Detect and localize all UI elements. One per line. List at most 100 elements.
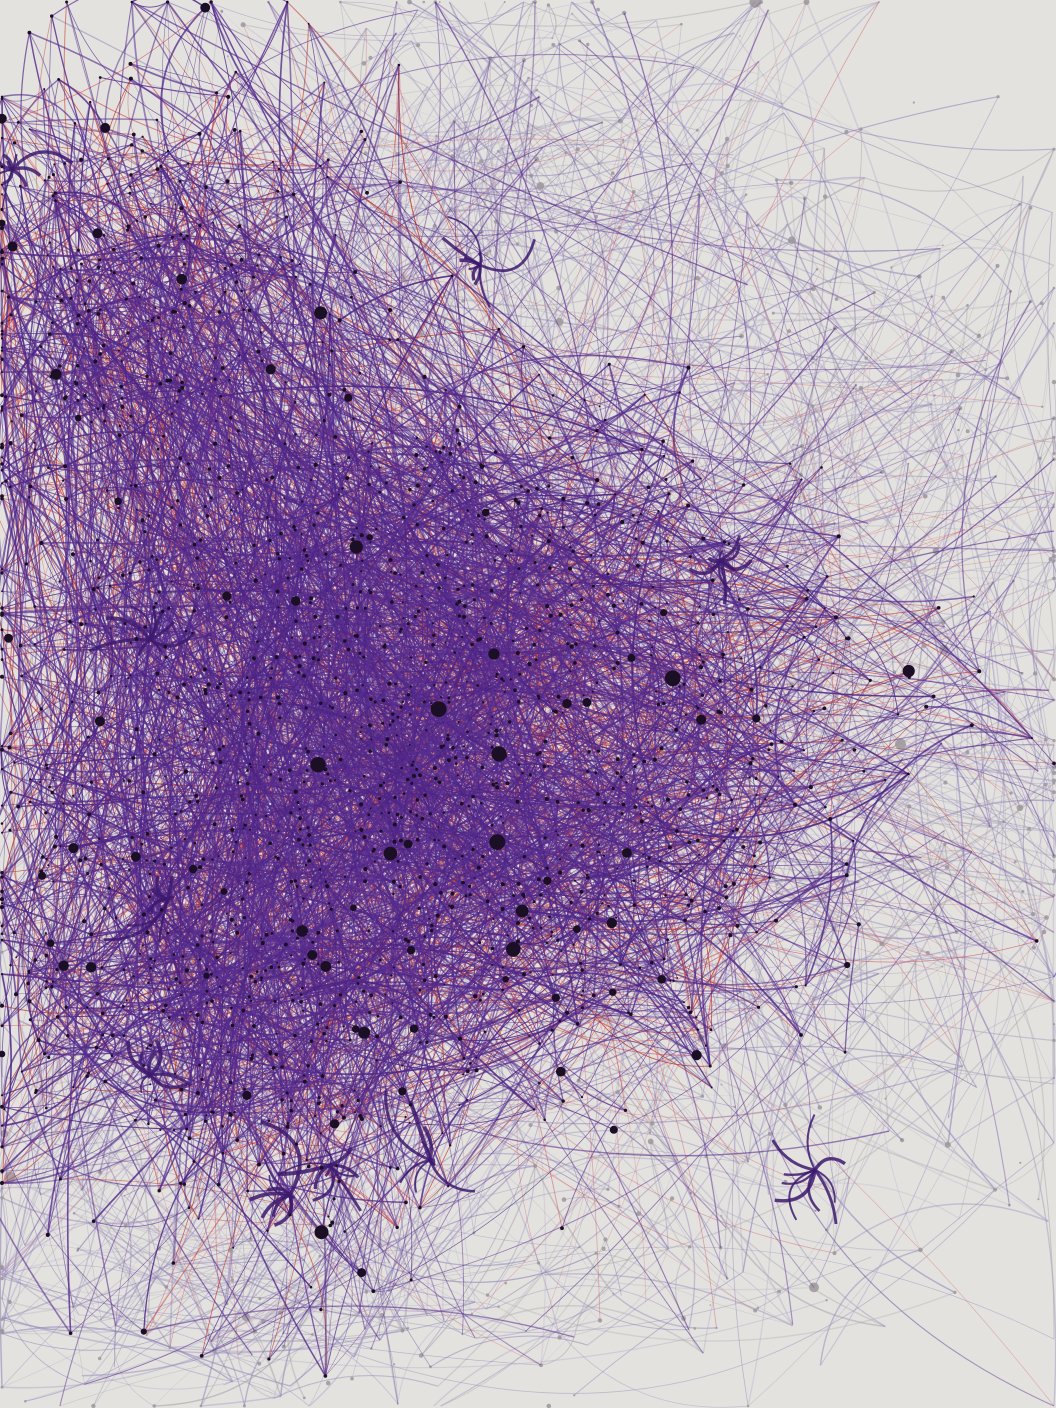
faded-edge	[595, 1253, 793, 1325]
faded-node	[368, 55, 373, 60]
faded-node	[586, 42, 590, 47]
faded-edge	[860, 128, 1031, 302]
faded-node	[766, 373, 769, 376]
faded-edge	[903, 789, 1004, 823]
faded-edge	[17, 240, 673, 807]
faded-edge	[946, 398, 1020, 485]
faded-edge	[430, 1335, 588, 1368]
faded-node	[497, 1305, 500, 1308]
faded-edge	[598, 153, 734, 165]
faded-node	[535, 88, 539, 92]
faded-edge	[394, 728, 593, 1285]
faded-node	[810, 404, 815, 408]
faded-node	[1002, 820, 1006, 824]
faded-node	[1021, 890, 1025, 893]
faded-edge	[73, 1212, 281, 1314]
faded-node	[744, 193, 748, 196]
faded-edge	[849, 453, 1035, 540]
faded-node	[955, 372, 961, 378]
faded-edge	[743, 984, 812, 1127]
faded-edge	[527, 1, 593, 17]
faded-edge	[959, 1057, 978, 1088]
faded-edge	[1, 1123, 872, 1333]
faded-node	[578, 1246, 581, 1249]
faded-edge	[946, 800, 1055, 862]
faded-node	[0, 950, 4, 954]
faded-edge	[908, 550, 1055, 742]
faded-node	[164, 1285, 169, 1289]
faded-edge	[209, 71, 391, 201]
faded-edge	[363, 96, 403, 310]
faded-edge	[1028, 558, 1055, 701]
faded-edge	[795, 328, 856, 493]
faded-edge	[452, 120, 621, 161]
faded-edge	[559, 190, 734, 323]
faded-node	[1040, 301, 1044, 306]
faded-edge	[935, 362, 1009, 552]
faded-edge	[1053, 437, 1056, 508]
faded-edge	[78, 1314, 310, 1407]
faded-edge	[733, 177, 865, 191]
faded-edge	[534, 1, 597, 217]
faded-node	[529, 173, 534, 178]
faded-node	[739, 35, 741, 37]
faded-edge	[903, 699, 1055, 791]
faded-node	[477, 162, 480, 165]
faded-edge	[805, 616, 1049, 691]
faded-edge	[722, 1, 756, 140]
faded-edge	[81, 1301, 325, 1377]
faded-node	[848, 1176, 851, 1179]
faded-node	[1043, 782, 1048, 787]
faded-edge	[777, 525, 965, 531]
faded-edge	[679, 1, 762, 183]
faded-node	[464, 121, 467, 124]
faded-edge	[12, 1090, 111, 1274]
faded-edge	[475, 1301, 527, 1332]
faded-edge	[1053, 1023, 1056, 1079]
faded-edge	[828, 1021, 865, 1194]
faded-edge	[675, 1246, 691, 1330]
faded-edge	[767, 925, 929, 954]
faded-node	[54, 1143, 57, 1146]
faded-edge	[985, 673, 1023, 759]
faded-edge	[540, 32, 735, 187]
faded-edge	[544, 976, 1055, 1276]
faded-node	[632, 189, 636, 194]
faded-edge	[489, 105, 532, 129]
faded-node	[1016, 804, 1024, 811]
faded-edge	[1, 1274, 255, 1333]
faded-edge	[902, 758, 948, 868]
faded-edge	[425, 77, 530, 134]
faded-node	[435, 134, 438, 137]
faded-edge	[551, 982, 625, 1111]
faded-node	[912, 101, 915, 104]
faded-node	[302, 1396, 306, 1400]
faded-edge	[1037, 418, 1055, 548]
faded-edge	[483, 166, 698, 279]
faded-edge	[885, 203, 1021, 386]
faded-node	[787, 329, 792, 334]
faded-node	[774, 178, 779, 182]
faded-edge	[25, 1276, 222, 1402]
faded-edge	[872, 148, 1055, 307]
faded-edge	[462, 1305, 704, 1354]
faded-edge	[29, 266, 85, 1385]
faded-edge	[813, 956, 1055, 1000]
faded-edge	[395, 23, 580, 41]
faded-edge	[125, 1189, 231, 1252]
faded-edge	[612, 1293, 717, 1330]
faded-node	[485, 1293, 490, 1297]
faded-edge	[125, 1022, 962, 1125]
faded-edge	[1052, 831, 1055, 1084]
faded-node	[557, 1335, 562, 1340]
faded-node	[884, 1097, 887, 1100]
faded-edge	[908, 806, 1055, 933]
faded-node	[401, 1328, 405, 1331]
faded-node	[815, 268, 819, 271]
faded-edge	[761, 405, 821, 593]
faded-edge	[427, 86, 615, 230]
faded-edge	[101, 1153, 151, 1195]
faded-edge	[884, 320, 968, 432]
faded-edge	[947, 1077, 1055, 1146]
faded-node	[698, 331, 701, 334]
